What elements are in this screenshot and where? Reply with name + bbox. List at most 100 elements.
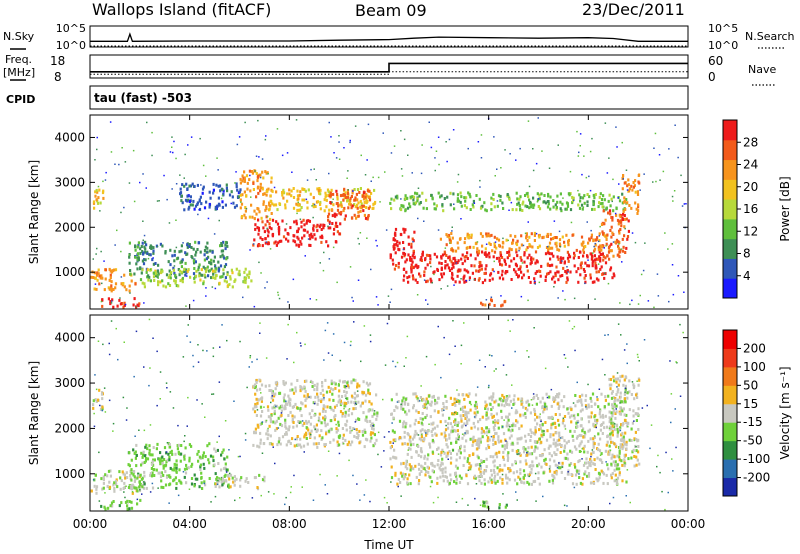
cpid-strip: CPID tau (fast) -503: [6, 85, 689, 110]
velocity-cell: [593, 458, 596, 462]
power-cell: [510, 248, 513, 252]
power-point: [121, 147, 123, 149]
velocity-cell: [457, 433, 460, 437]
velocity-cell: [426, 465, 429, 469]
velocity-cell: [443, 451, 446, 455]
velocity-cell: [495, 451, 498, 455]
velocity-cell: [562, 405, 565, 409]
velocity-cell: [335, 430, 338, 434]
power-cell: [479, 232, 483, 236]
power-cell: [181, 258, 184, 262]
power-cell: [259, 189, 262, 193]
velocity-cell: [437, 446, 440, 450]
velocity-cell: [455, 398, 458, 402]
power-cell: [270, 227, 273, 231]
power-point: [367, 123, 370, 126]
velocity-cell: [439, 420, 442, 424]
power-point: [110, 302, 113, 304]
power-point: [515, 159, 517, 161]
power-cell: [253, 209, 256, 213]
power-cell: [93, 206, 96, 210]
power-cell: [297, 237, 300, 241]
velocity-cell: [588, 428, 591, 432]
power-point: [672, 200, 674, 202]
velocity-cell: [357, 417, 360, 421]
power-cell: [192, 247, 195, 251]
velocity-cell: [604, 414, 607, 418]
power-point: [99, 210, 101, 212]
power-cell: [110, 289, 113, 293]
velocity-cell: [541, 396, 544, 400]
power-cell: [569, 208, 573, 212]
velocity-cell: [125, 471, 128, 475]
velocity-point: [679, 395, 682, 397]
velocity-cell: [532, 397, 535, 401]
velocity-cell: [569, 462, 573, 465]
power-cell: [110, 284, 113, 288]
power-point: [535, 232, 538, 235]
velocity-cell: [617, 383, 620, 387]
velocity-cell: [636, 396, 639, 399]
power-cell: [271, 202, 274, 206]
velocity-cell: [458, 399, 461, 403]
power-cell: [356, 188, 360, 191]
power-cell: [194, 274, 198, 278]
velocity-cell: [577, 399, 580, 403]
power-cell: [344, 214, 347, 218]
power-cell: [402, 227, 405, 231]
power-point: [653, 147, 655, 149]
power-point: [597, 240, 600, 243]
velocity-cell: [496, 421, 500, 425]
velocity-cell: [587, 403, 590, 407]
velocity-cell: [495, 399, 498, 403]
power-cell: [580, 203, 584, 207]
power-cell: [257, 226, 260, 230]
power-cell: [299, 208, 302, 212]
power-cell: [336, 225, 339, 228]
power-cell: [413, 230, 416, 234]
power-cell: [202, 280, 205, 284]
velocity-point: [102, 343, 104, 346]
power-point: [493, 270, 495, 273]
power-cell: [192, 259, 195, 263]
velocity-cell: [130, 458, 133, 462]
velocity-cell: [347, 409, 350, 412]
power-cell: [528, 198, 531, 202]
power-cell: [567, 253, 571, 257]
power-point: [103, 260, 105, 262]
velocity-point: [94, 374, 96, 376]
power-point: [579, 145, 581, 147]
velocity-cell: [589, 461, 592, 465]
power-cell: [94, 190, 97, 194]
velocity-cell: [457, 449, 460, 453]
velocity-cell: [423, 467, 426, 471]
velocity-cell: [275, 404, 278, 408]
power-swatch: [723, 278, 737, 299]
velocity-cell: [126, 476, 129, 479]
velocity-cell: [397, 477, 400, 481]
power-cell: [493, 304, 496, 307]
velocity-cell: [174, 452, 177, 456]
power-point: [476, 241, 479, 243]
power-point: [349, 139, 351, 142]
power-cell: [548, 241, 552, 245]
power-point: [594, 298, 596, 300]
power-cell: [602, 232, 605, 236]
power-cell: [599, 256, 602, 260]
velocity-cell: [551, 422, 554, 426]
velocity-point: [463, 322, 465, 324]
power-cell: [627, 229, 630, 233]
velocity-point: [670, 421, 672, 424]
velocity-cell: [517, 397, 520, 401]
power-cell: [278, 232, 281, 236]
power-point: [338, 141, 340, 143]
velocity-cell: [259, 422, 262, 426]
power-cell: [172, 268, 175, 272]
velocity-point: [304, 343, 306, 346]
velocity-cell: [616, 377, 620, 381]
velocity-point: [108, 353, 111, 356]
power-point: [253, 305, 256, 308]
power-point: [97, 185, 100, 188]
velocity-cell: [466, 460, 469, 464]
